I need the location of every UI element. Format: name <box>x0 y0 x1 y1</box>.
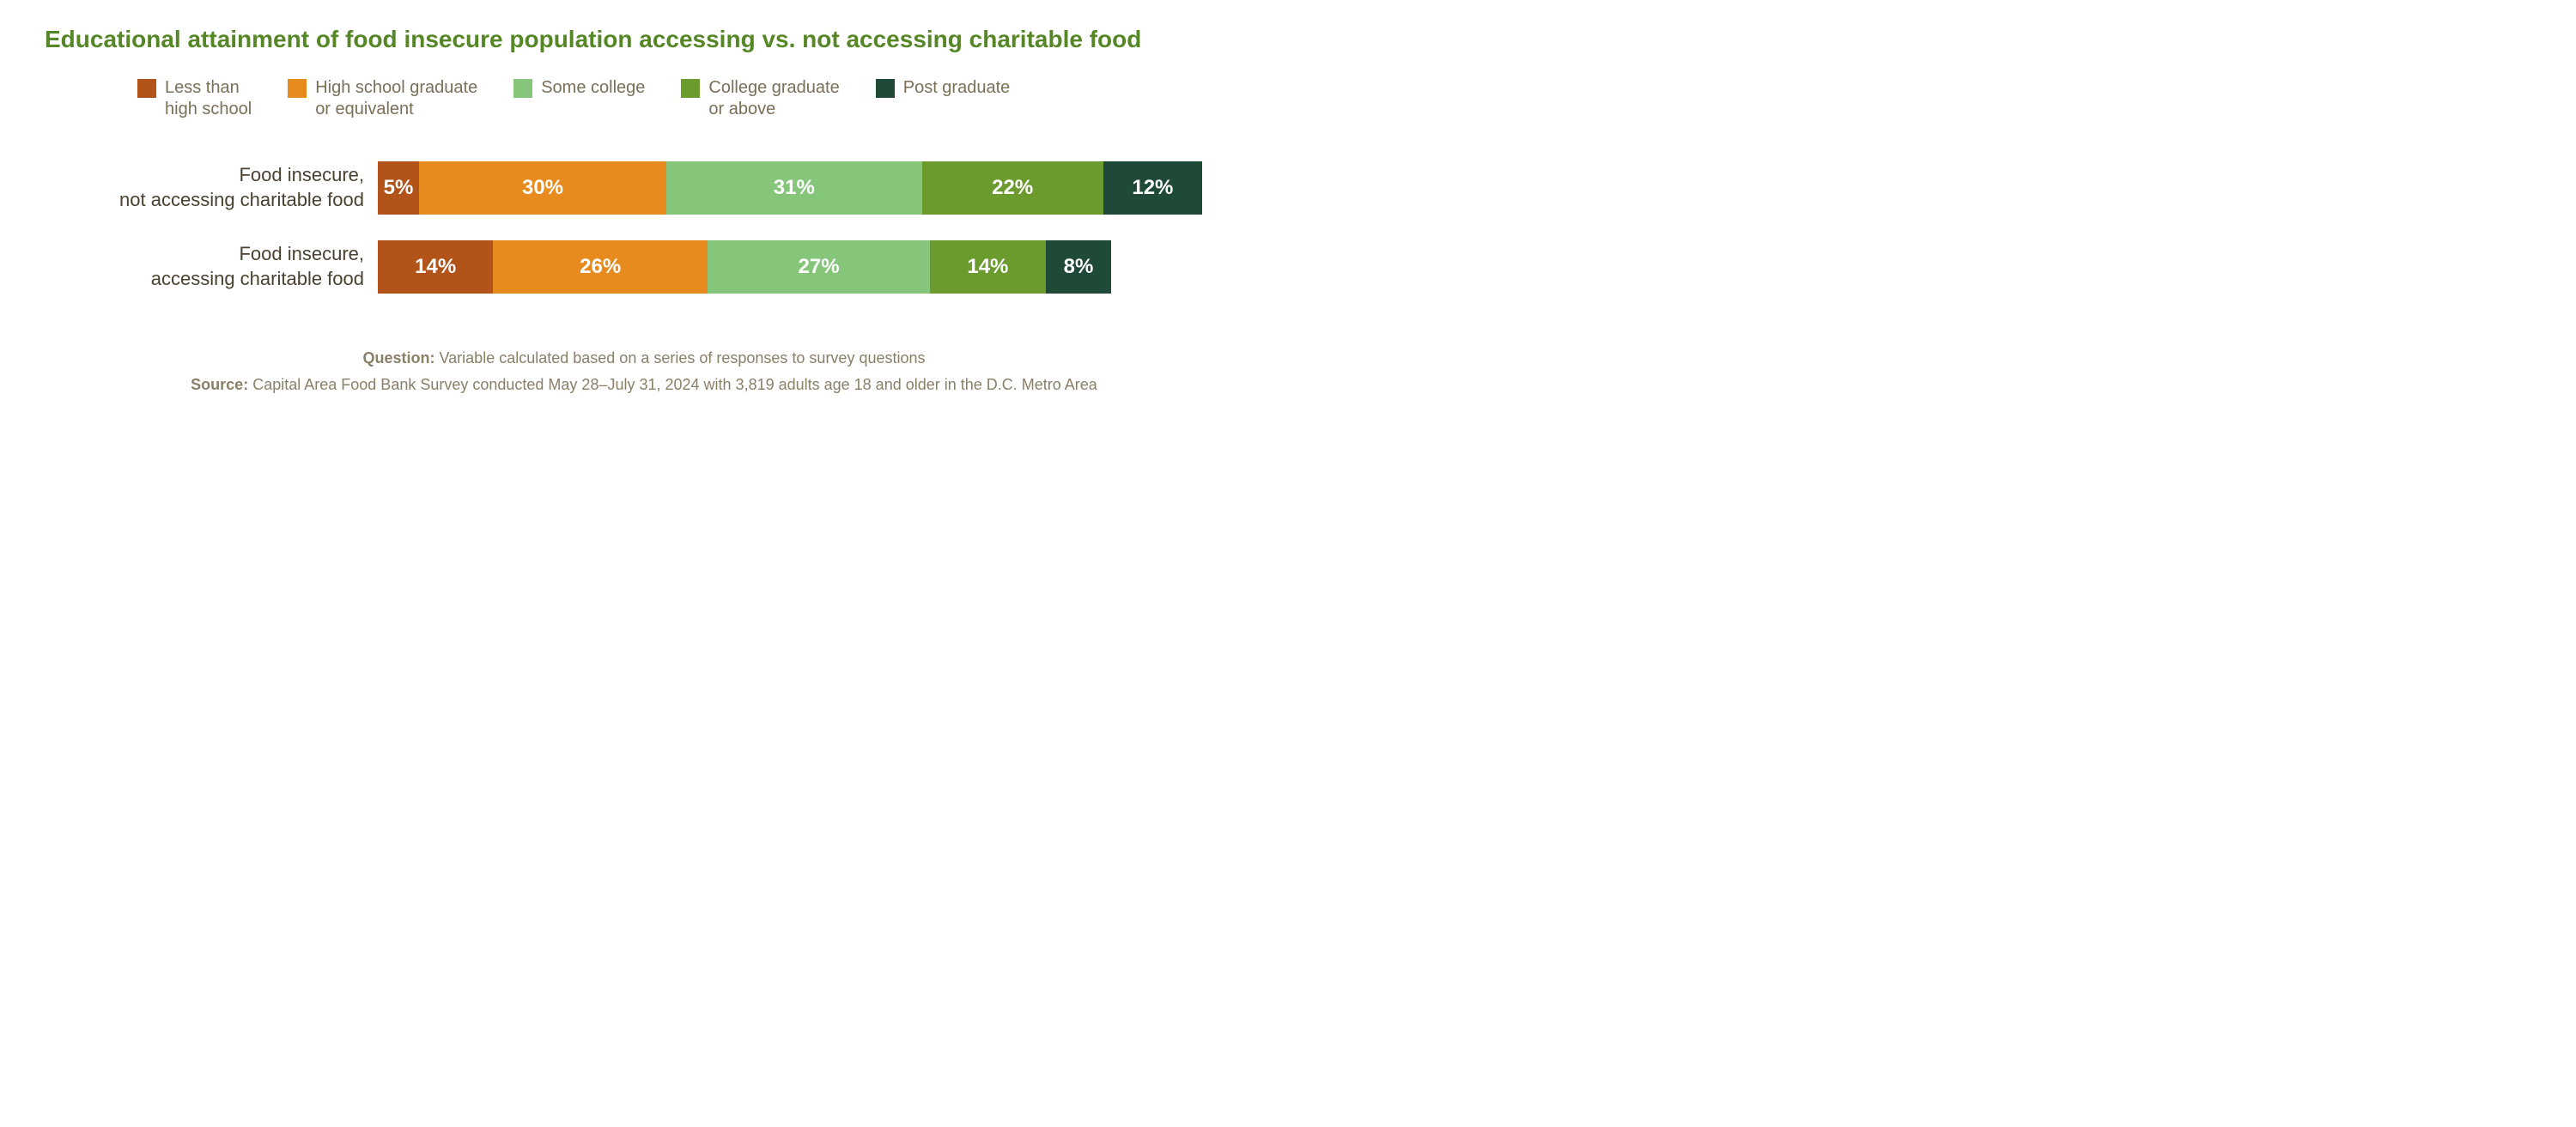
bar: 5%30%31%22%12% <box>378 161 1202 215</box>
legend-swatch <box>513 79 532 98</box>
footer-question-text: Variable calculated based on a series of… <box>440 349 926 367</box>
bar: 14%26%27%14%8% <box>378 240 1202 294</box>
legend-label: College graduateor above <box>708 77 839 120</box>
footer-source: Source: Capital Area Food Bank Survey co… <box>34 372 1254 398</box>
stacked-bar-chart: Food insecure,not accessing charitable f… <box>34 161 1202 294</box>
legend-item-post_grad: Post graduate <box>876 77 1011 99</box>
footer-source-text: Capital Area Food Bank Survey conducted … <box>252 376 1097 393</box>
bar-segment-post_grad: 8% <box>1046 240 1112 294</box>
footer-question: Question: Variable calculated based on a… <box>34 345 1254 372</box>
legend-item-less_hs: Less thanhigh school <box>137 77 252 120</box>
footer-question-label: Question: <box>362 349 434 367</box>
chart-title: Educational attainment of food insecure … <box>45 26 1254 53</box>
legend-label: Some college <box>541 77 645 99</box>
bar-segment-less_hs: 14% <box>378 240 493 294</box>
bar-row-label: Food insecure,not accessing charitable f… <box>34 163 378 212</box>
legend-item-hs_grad: High school graduateor equivalent <box>288 77 477 120</box>
bar-row: Food insecure,accessing charitable food1… <box>34 240 1202 294</box>
legend-swatch <box>876 79 895 98</box>
bar-segment-some_col: 31% <box>666 161 922 215</box>
legend: Less thanhigh school High school graduate… <box>137 77 1254 120</box>
legend-item-some_col: Some college <box>513 77 645 99</box>
bar-segment-col_grad: 14% <box>930 240 1045 294</box>
legend-label: High school graduateor equivalent <box>315 77 477 120</box>
bar-row: Food insecure,not accessing charitable f… <box>34 161 1202 215</box>
legend-item-col_grad: College graduateor above <box>681 77 839 120</box>
footer-source-label: Source: <box>191 376 248 393</box>
chart-footer: Question: Variable calculated based on a… <box>34 345 1254 397</box>
bar-segment-hs_grad: 30% <box>419 161 666 215</box>
bar-segment-some_col: 27% <box>708 240 930 294</box>
bar-segment-less_hs: 5% <box>378 161 419 215</box>
bar-segment-col_grad: 22% <box>922 161 1103 215</box>
bar-row-label: Food insecure,accessing charitable food <box>34 242 378 291</box>
bar-segment-hs_grad: 26% <box>493 240 708 294</box>
legend-swatch <box>681 79 700 98</box>
legend-swatch <box>137 79 156 98</box>
legend-label: Post graduate <box>903 77 1011 99</box>
bar-segment-post_grad: 12% <box>1103 161 1202 215</box>
legend-swatch <box>288 79 307 98</box>
legend-label: Less thanhigh school <box>165 77 252 120</box>
